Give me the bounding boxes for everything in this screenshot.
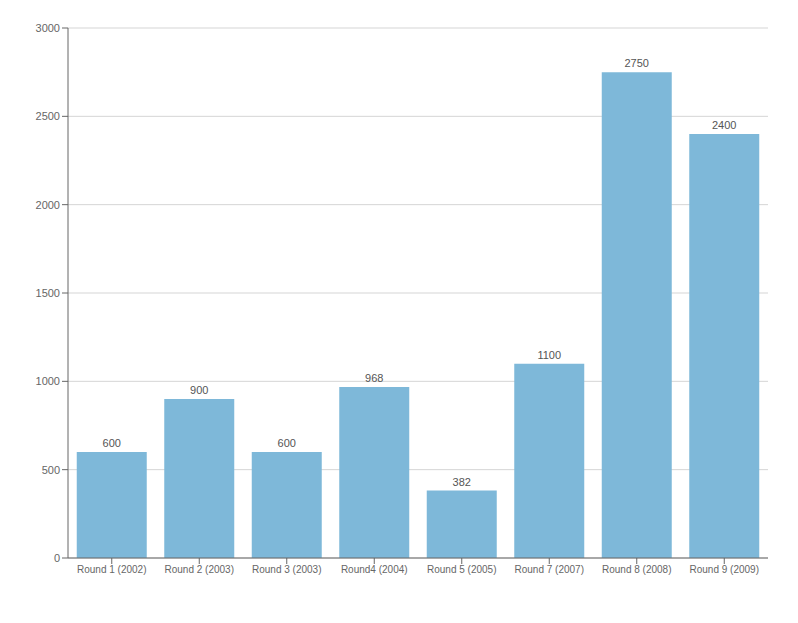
svg-text:600: 600 (278, 437, 296, 449)
svg-text:Round 5 (2005): Round 5 (2005) (427, 564, 497, 575)
svg-text:600: 600 (103, 437, 121, 449)
svg-text:382: 382 (453, 476, 471, 488)
svg-text:Round 1 (2002): Round 1 (2002) (77, 564, 147, 575)
svg-text:0: 0 (54, 552, 60, 564)
svg-text:900: 900 (190, 384, 208, 396)
svg-text:Round 7 (2007): Round 7 (2007) (515, 564, 585, 575)
svg-text:1500: 1500 (36, 287, 60, 299)
svg-text:3000: 3000 (36, 22, 60, 34)
svg-text:2750: 2750 (625, 57, 649, 69)
svg-text:Round 3 (2003): Round 3 (2003) (252, 564, 322, 575)
svg-text:968: 968 (365, 372, 383, 384)
svg-text:1000: 1000 (36, 375, 60, 387)
svg-text:2000: 2000 (36, 199, 60, 211)
svg-text:2400: 2400 (712, 119, 736, 131)
svg-text:Round 8 (2008): Round 8 (2008) (602, 564, 672, 575)
svg-text:Round 2 (2003): Round 2 (2003) (165, 564, 235, 575)
svg-text:Round4 (2004): Round4 (2004) (341, 564, 408, 575)
svg-text:500: 500 (42, 464, 60, 476)
svg-text:2500: 2500 (36, 110, 60, 122)
svg-text:1100: 1100 (537, 349, 561, 361)
svg-text:Round 9 (2009): Round 9 (2009) (690, 564, 760, 575)
